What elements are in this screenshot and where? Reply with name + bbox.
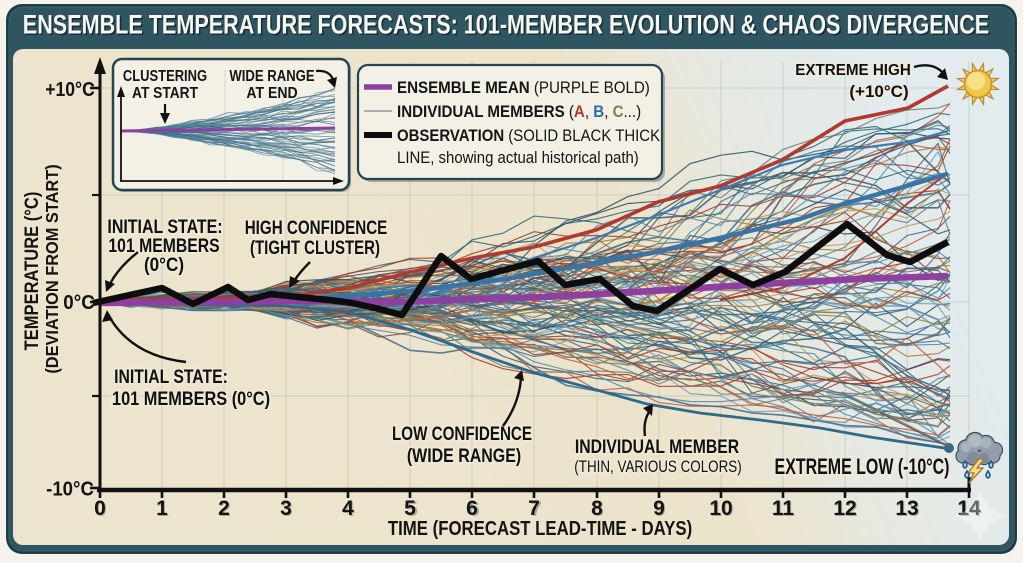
svg-text:0°C: 0°C	[63, 291, 95, 314]
svg-text:ENSEMBLE TEMPERATURE FORECASTS: ENSEMBLE TEMPERATURE FORECASTS: 101-MEMB…	[24, 12, 990, 42]
svg-text:INDIVIDUAL MEMBERS (A, B, C...: INDIVIDUAL MEMBERS (A, B, C...)	[397, 102, 641, 121]
svg-text:3: 3	[281, 498, 293, 521]
svg-text:12: 12	[833, 497, 856, 520]
svg-text:(+10°C): (+10°C)	[849, 82, 908, 101]
svg-text:-10°C: -10°C	[46, 479, 94, 501]
svg-text:INDIVIDUAL MEMBER: INDIVIDUAL MEMBER	[575, 436, 740, 458]
svg-text:8: 8	[592, 498, 604, 521]
svg-text:101 MEMBERS: 101 MEMBERS	[108, 235, 219, 257]
svg-text:7: 7	[528, 497, 540, 520]
svg-text:(WIDE RANGE): (WIDE RANGE)	[407, 445, 521, 467]
svg-text:CLUSTERING: CLUSTERING	[123, 68, 207, 86]
svg-text:(DEVIATION FROM START): (DEVIATION FROM START)	[41, 164, 62, 373]
svg-text:TIME (FORECAST LEAD-TIME - DAY: TIME (FORECAST LEAD-TIME - DAYS)	[388, 517, 692, 540]
svg-text:2: 2	[219, 498, 231, 521]
svg-text:OBSERVATION (SOLID BLACK THICK: OBSERVATION (SOLID BLACK THICK	[397, 127, 660, 145]
svg-text:LOW CONFIDENCE: LOW CONFIDENCE	[392, 422, 532, 444]
svg-text:6: 6	[468, 498, 480, 521]
svg-text:INITIAL STATE:: INITIAL STATE:	[114, 366, 228, 388]
svg-text:WIDE RANGE: WIDE RANGE	[229, 68, 314, 85]
svg-text:2: 2	[218, 497, 230, 520]
svg-text:11: 11	[773, 498, 796, 521]
svg-text:TEMPERATURE (°C): TEMPERATURE (°C)	[21, 192, 42, 351]
svg-text:ENSEMBLE MEAN (PURPLE BOLD): ENSEMBLE MEAN (PURPLE BOLD)	[397, 78, 650, 97]
svg-text:(0°C): (0°C)	[144, 254, 184, 275]
svg-text:8: 8	[591, 497, 603, 520]
svg-text:4: 4	[342, 497, 354, 520]
svg-text:12: 12	[834, 498, 857, 521]
svg-text:11: 11	[772, 497, 795, 520]
svg-text:1: 1	[157, 498, 169, 521]
svg-text:5: 5	[404, 497, 416, 520]
svg-text:(TIGHT CLUSTER): (TIGHT CLUSTER)	[250, 237, 380, 258]
svg-text:0: 0	[95, 498, 107, 521]
svg-text:AT START: AT START	[132, 84, 198, 102]
svg-text:+10°C: +10°C	[45, 78, 95, 100]
svg-text:3: 3	[280, 497, 292, 520]
svg-text:10: 10	[709, 497, 732, 520]
svg-text:14: 14	[957, 497, 981, 520]
svg-text:(THIN, VARIOUS COLORS): (THIN, VARIOUS COLORS)	[574, 458, 741, 477]
svg-text:EXTREME HIGH: EXTREME HIGH	[795, 62, 911, 79]
svg-text:AT END: AT END	[246, 84, 297, 102]
svg-text:13: 13	[895, 497, 918, 520]
svg-text:4: 4	[343, 498, 355, 521]
svg-text:6: 6	[466, 497, 478, 520]
svg-text:ENSEMBLE TEMPERATURE FORECASTS: ENSEMBLE TEMPERATURE FORECASTS: 101-MEMB…	[23, 10, 989, 40]
svg-text:1: 1	[156, 497, 168, 520]
svg-text:14: 14	[958, 498, 982, 521]
svg-text:EXTREME LOW (-10°C): EXTREME LOW (-10°C)	[775, 454, 950, 479]
svg-text:101 MEMBERS (0°C): 101 MEMBERS (0°C)	[112, 388, 270, 409]
svg-text:HIGH CONFIDENCE: HIGH CONFIDENCE	[245, 216, 388, 238]
svg-text:LINE, showing actual historica: LINE, showing actual historical path)	[397, 149, 639, 167]
svg-text:9: 9	[653, 497, 665, 520]
svg-text:INITIAL STATE:: INITIAL STATE:	[107, 216, 222, 238]
svg-text:5: 5	[406, 498, 418, 521]
svg-text:0: 0	[94, 497, 106, 520]
svg-text:7: 7	[530, 498, 542, 521]
svg-text:9: 9	[654, 498, 666, 521]
svg-text:10: 10	[710, 498, 733, 521]
svg-text:13: 13	[896, 498, 919, 521]
